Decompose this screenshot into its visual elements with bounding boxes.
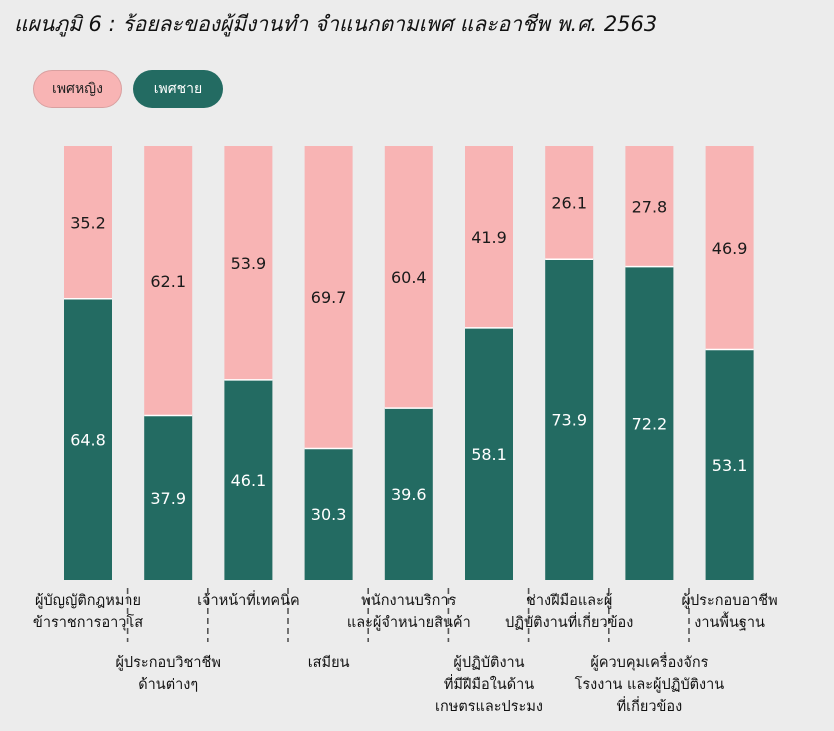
value-label-female-2: 53.9 — [231, 254, 267, 273]
bar-female-8 — [705, 146, 754, 350]
category-label-line: ผู้ประกอบอาชีพ — [681, 593, 778, 609]
category-label-line: ผู้ควบคุมเครื่องจักร — [590, 655, 709, 671]
legend-male: เพศชาย — [133, 70, 223, 108]
category-label-8: ผู้ประกอบอาชีพงานพื้นฐาน — [681, 590, 777, 634]
chart-title: แผนภูมิ 6 : ร้อยละของผู้มีงานทำ จำแนกตาม… — [14, 12, 658, 36]
value-label-male-2: 46.1 — [231, 471, 267, 490]
category-label-line: ด้านต่างๆ — [138, 677, 199, 693]
value-label-male-5: 58.1 — [471, 445, 507, 464]
bar-male-8 — [705, 349, 754, 580]
bar-male-7 — [625, 266, 674, 580]
value-label-female-3: 69.7 — [311, 288, 347, 307]
value-label-male-8: 53.1 — [712, 456, 748, 475]
bar-female-0 — [64, 146, 112, 299]
category-label-line: เกษตรและประมง — [435, 699, 543, 715]
category-label-3: เสมียน — [308, 652, 350, 674]
category-label-7: ผู้ควบคุมเครื่องจักรโรงงาน และผู้ปฏิบัติ… — [575, 652, 725, 718]
category-label-line: โรงงาน และผู้ปฏิบัติงาน — [574, 677, 725, 693]
bar-female-5 — [465, 146, 513, 328]
value-label-male-1: 37.9 — [150, 489, 186, 508]
bar-male-5 — [465, 327, 513, 580]
category-label-0: ผู้บัญญัติกฎหมายข้าราชการอาวุโส — [33, 590, 143, 634]
value-label-female-1: 62.1 — [150, 272, 186, 291]
category-label-line: งานพื้นฐาน — [694, 615, 765, 631]
value-label-male-6: 73.9 — [551, 411, 587, 430]
bar-female-6 — [545, 146, 594, 260]
bar-male-3 — [304, 448, 353, 580]
category-label-line: ผู้ประกอบวิชาชีพ — [115, 655, 221, 671]
value-label-female-6: 26.1 — [551, 194, 587, 213]
bar-female-7 — [625, 146, 674, 267]
category-label-line: ผู้บัญญัติกฎหมาย — [34, 593, 142, 609]
category-label-line: ช่างฝีมือและผู้ — [526, 593, 613, 609]
category-label-line: ที่มีฝีมือในด้าน — [443, 677, 535, 693]
category-label-line: พนักงานบริการ — [361, 593, 457, 609]
bar-male-0 — [64, 298, 112, 580]
value-label-female-8: 46.9 — [712, 239, 748, 258]
category-label-line: ที่เกี่ยวข้อง — [616, 699, 683, 715]
category-label-line: เสมียน — [307, 655, 350, 671]
category-label-line: และผู้จำหน่ายสินค้า — [346, 615, 471, 631]
bar-female-1 — [144, 146, 193, 416]
legend-male-label: เพศชาย — [153, 81, 203, 97]
category-label-6: ช่างฝีมือและผู้ปฏิบัติงานที่เกี่ยวข้อง — [505, 590, 633, 634]
legend-female-label: เพศหญิง — [52, 81, 103, 97]
category-label-5: ผู้ปฏิบัติงานที่มีฝีมือในด้านเกษตรและประ… — [435, 652, 543, 718]
legend-female: เพศหญิง — [33, 70, 122, 108]
bar-female-3 — [304, 146, 353, 449]
category-label-line: ข้าราชการอาวุโส — [32, 615, 144, 631]
bar-male-6 — [545, 259, 594, 580]
value-label-female-5: 41.9 — [471, 228, 507, 247]
value-label-female-7: 27.8 — [632, 197, 668, 216]
category-label-4: พนักงานบริการและผู้จำหน่ายสินค้า — [347, 590, 471, 634]
bar-male-1 — [144, 415, 193, 580]
category-label-2: เจ้าหน้าที่เทคนิค — [197, 590, 300, 612]
bar-male-4 — [384, 408, 433, 580]
bar-male-2 — [224, 379, 273, 580]
value-label-female-0: 35.2 — [70, 213, 106, 232]
value-label-male-0: 64.8 — [70, 430, 106, 449]
category-label-line: ผู้ปฏิบัติงาน — [453, 655, 525, 671]
value-label-male-4: 39.6 — [391, 485, 427, 504]
value-label-female-4: 60.4 — [391, 268, 427, 287]
bar-female-4 — [384, 146, 433, 409]
category-label-line: ปฏิบัติงานที่เกี่ยวข้อง — [505, 615, 634, 631]
bar-female-2 — [224, 146, 273, 380]
value-label-male-3: 30.3 — [311, 505, 347, 524]
category-label-line: เจ้าหน้าที่เทคนิค — [197, 593, 300, 609]
value-label-male-7: 72.2 — [632, 414, 668, 433]
category-label-1: ผู้ประกอบวิชาชีพด้านต่างๆ — [115, 652, 221, 696]
